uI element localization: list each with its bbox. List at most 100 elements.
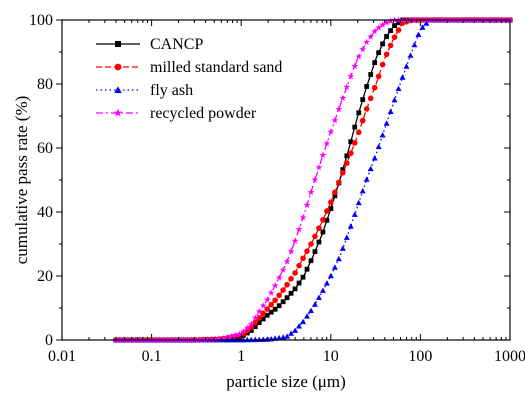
data-point — [300, 274, 306, 280]
data-point — [383, 51, 390, 58]
data-point — [204, 335, 211, 343]
data-point — [356, 110, 362, 116]
data-point — [296, 323, 303, 329]
data-point — [340, 169, 346, 176]
y-tick-label: 80 — [37, 76, 53, 93]
data-point — [239, 328, 247, 335]
data-point — [335, 255, 342, 262]
data-point — [291, 237, 299, 244]
x-tick-label: 0.1 — [142, 348, 162, 365]
data-point — [227, 332, 235, 340]
data-point — [296, 262, 302, 269]
data-point — [384, 34, 390, 39]
data-point — [279, 266, 287, 273]
data-point — [252, 324, 258, 329]
data-point — [304, 248, 310, 254]
data-point — [256, 315, 263, 321]
data-point — [272, 297, 278, 304]
data-point — [343, 83, 351, 90]
data-point — [347, 223, 354, 229]
data-point — [312, 233, 318, 240]
x-tick-label: 1 — [237, 348, 245, 365]
data-point — [231, 331, 239, 339]
legend-label: milled standard sand — [150, 59, 282, 76]
data-point — [323, 280, 330, 286]
data-point — [375, 143, 382, 150]
data-point — [347, 72, 355, 80]
data-point — [216, 335, 223, 343]
legend-marker — [114, 86, 122, 93]
data-point — [340, 167, 346, 172]
data-point — [200, 336, 207, 343]
y-axis-title: cumulative pass rate (%) — [12, 96, 31, 265]
data-point — [316, 239, 322, 245]
data-point — [292, 270, 298, 276]
data-point — [367, 165, 374, 172]
data-point — [359, 45, 367, 53]
data-point — [263, 296, 271, 303]
data-point — [307, 188, 315, 196]
data-point — [391, 34, 398, 40]
data-point — [423, 20, 430, 26]
data-point — [208, 335, 215, 343]
legend-label: recycled powder — [150, 105, 257, 122]
data-point — [316, 225, 322, 231]
data-point — [256, 320, 262, 326]
data-point — [315, 294, 322, 300]
y-tick-label: 100 — [29, 12, 53, 29]
data-point — [288, 290, 294, 296]
data-point — [387, 17, 395, 24]
data-point — [392, 23, 397, 28]
data-point — [347, 150, 354, 157]
data-point — [368, 72, 374, 77]
data-point — [355, 129, 362, 136]
data-point — [355, 199, 362, 206]
data-point — [304, 313, 311, 319]
data-point — [363, 38, 371, 45]
data-point — [331, 116, 339, 124]
data-point — [312, 249, 318, 255]
data-point — [352, 124, 358, 130]
data-point — [311, 176, 319, 183]
data-point — [359, 187, 366, 194]
data-point — [379, 132, 386, 138]
data-point — [288, 275, 294, 282]
x-tick-label: 10 — [323, 348, 339, 365]
x-axis-title: particle size (μm) — [226, 372, 346, 391]
data-point — [299, 213, 307, 221]
y-tick-label: 40 — [37, 204, 53, 221]
data-point — [251, 314, 259, 321]
data-point — [388, 28, 393, 33]
data-point — [284, 333, 291, 339]
data-point — [308, 258, 314, 264]
data-point — [296, 280, 302, 286]
data-point — [395, 85, 402, 92]
data-point — [419, 24, 426, 30]
data-point — [212, 335, 219, 343]
data-point — [243, 324, 251, 331]
data-point — [315, 163, 323, 171]
data-point — [295, 225, 303, 233]
data-point — [284, 295, 290, 301]
y-tick-label: 0 — [45, 332, 53, 349]
y-tick-label: 60 — [37, 140, 53, 157]
legend-marker — [115, 41, 121, 47]
data-point — [407, 52, 414, 58]
data-point — [332, 193, 338, 199]
data-point — [260, 316, 266, 322]
data-point — [311, 301, 318, 307]
data-point — [276, 292, 282, 299]
data-point — [267, 289, 275, 296]
data-point — [259, 302, 267, 309]
data-point — [359, 117, 366, 124]
data-point — [235, 330, 243, 338]
data-point — [383, 120, 390, 126]
data-point — [371, 27, 379, 35]
data-point — [275, 274, 283, 281]
data-point — [292, 286, 298, 292]
data-point — [380, 41, 386, 47]
data-point — [292, 327, 299, 333]
data-point — [284, 281, 290, 288]
data-point — [300, 318, 307, 325]
